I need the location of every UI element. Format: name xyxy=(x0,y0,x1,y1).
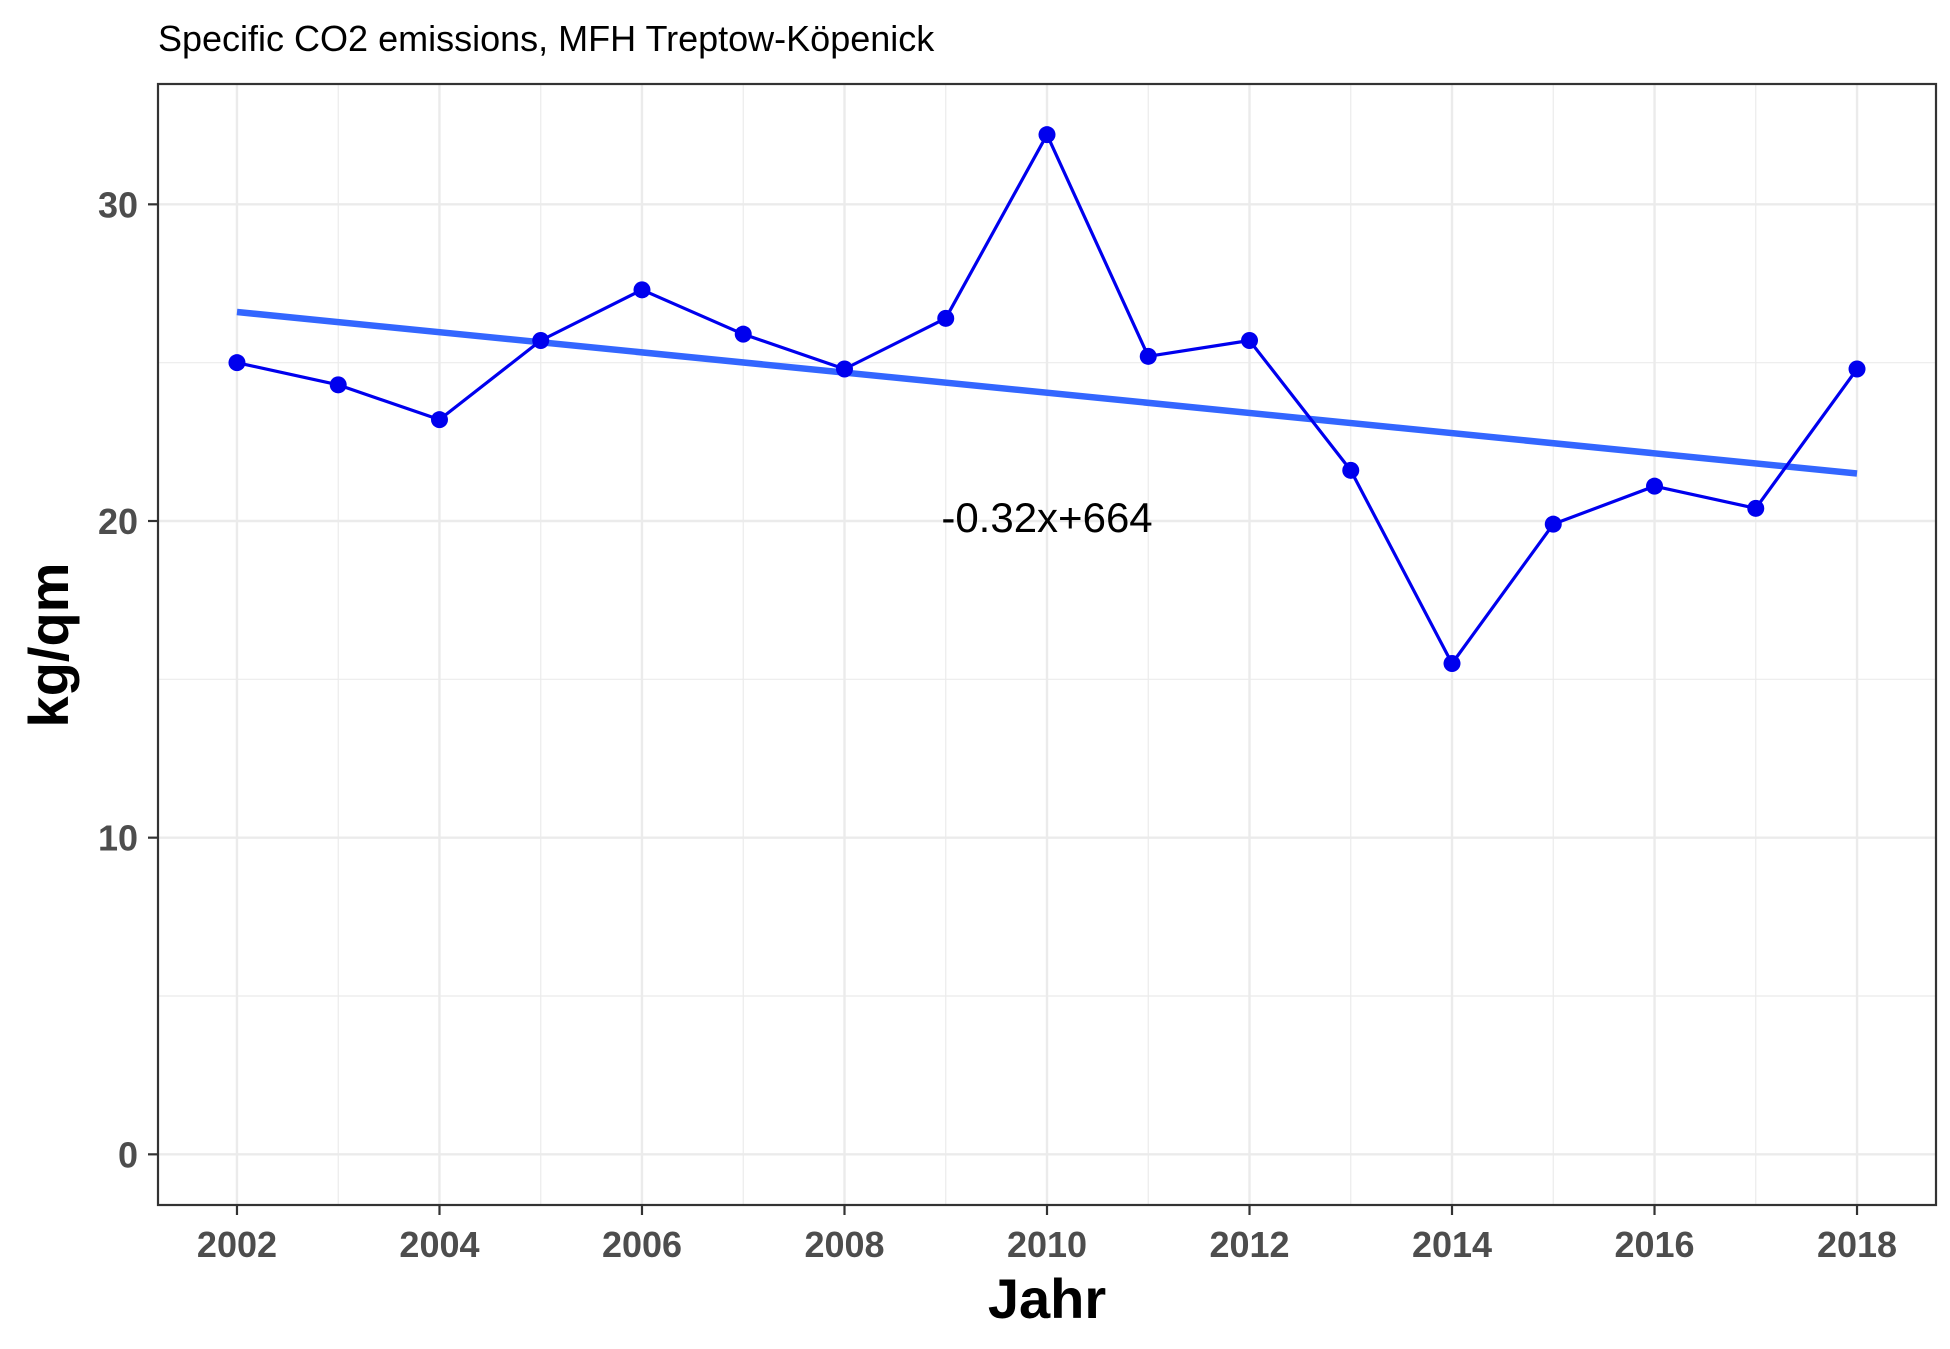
data-point xyxy=(228,354,246,372)
x-tick-label: 2004 xyxy=(399,1224,479,1265)
trendline-layer xyxy=(236,308,1858,477)
data-point xyxy=(430,411,448,429)
chart-title: Specific CO2 emissions, MFH Treptow-Köpe… xyxy=(158,18,935,59)
y-tick-label: 20 xyxy=(98,501,138,542)
x-tick-label: 2008 xyxy=(804,1224,884,1265)
data-point xyxy=(835,360,853,378)
series-layer xyxy=(228,126,1866,672)
y-axis: 0 10 20 30 xyxy=(98,184,158,1175)
y-tick-label: 10 xyxy=(98,818,138,859)
major-grid xyxy=(158,84,1936,1205)
data-point xyxy=(1544,515,1562,533)
x-tick-label: 2006 xyxy=(602,1224,682,1265)
data-point xyxy=(329,376,347,394)
trend-equation-annotation: -0.32x+664 xyxy=(941,494,1152,541)
y-tick-label: 0 xyxy=(118,1134,138,1175)
x-axis: 2002 2004 2006 2008 2010 2012 2014 2016 2018 xyxy=(197,1205,1897,1265)
data-point xyxy=(1848,360,1866,378)
x-axis-title: Jahr xyxy=(988,1267,1106,1330)
data-point xyxy=(1038,126,1056,144)
data-point xyxy=(532,332,550,349)
y-tick-label: 30 xyxy=(98,184,138,225)
data-point xyxy=(937,309,955,327)
x-tick-label: 2018 xyxy=(1817,1224,1897,1265)
trendline xyxy=(236,308,1858,477)
data-point xyxy=(734,325,752,343)
data-point xyxy=(1646,477,1664,495)
data-point xyxy=(1443,655,1461,672)
y-axis-title: kg/qm xyxy=(17,563,80,728)
x-tick-label: 2002 xyxy=(197,1224,277,1265)
x-tick-label: 2014 xyxy=(1412,1224,1492,1265)
x-tick-label: 2012 xyxy=(1209,1224,1289,1265)
data-point xyxy=(1342,461,1360,479)
x-tick-label: 2016 xyxy=(1614,1224,1694,1265)
data-point xyxy=(1747,499,1765,517)
x-tick-label: 2010 xyxy=(1007,1224,1087,1265)
data-point xyxy=(1139,347,1157,365)
data-point xyxy=(1241,332,1259,349)
data-point xyxy=(633,281,651,299)
annotation-layer: -0.32x+664 xyxy=(941,494,1152,541)
